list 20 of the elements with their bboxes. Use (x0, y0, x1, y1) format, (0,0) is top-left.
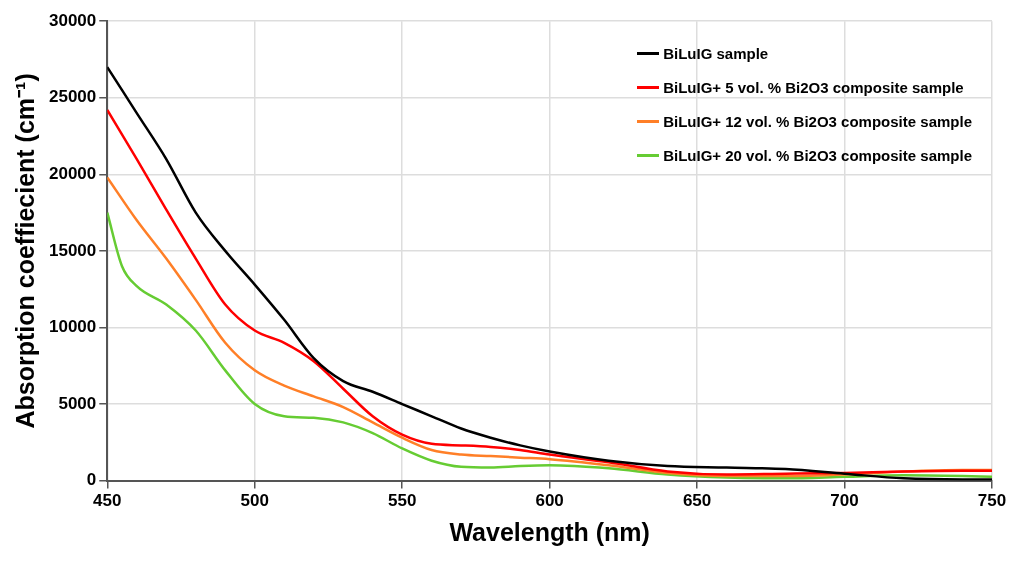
y-tick-label: 25000 (48, 87, 97, 107)
y-tick-label: 20000 (48, 164, 97, 184)
x-tick-label: 600 (535, 491, 564, 511)
legend-label: BiLuIG sample (663, 44, 769, 62)
y-tick-label: 10000 (48, 317, 97, 337)
y-tick-label: 15000 (48, 240, 97, 260)
legend-label: BiLuIG+ 20 vol. % Bi2O3 composite sample (663, 146, 972, 164)
x-tick-label: 550 (387, 491, 417, 511)
x-tick-label: 700 (830, 491, 859, 511)
y-tick-label: 0 (86, 470, 97, 490)
y-tick-label: 30000 (48, 10, 97, 30)
legend-label: BiLuIG+ 5 vol. % Bi2O3 composite sample (663, 78, 964, 96)
x-tick-label: 650 (682, 491, 712, 511)
x-tick-label: 450 (93, 491, 122, 511)
y-axis-title: Absorption coeffiecient (cm⁻¹) (10, 73, 39, 429)
x-axis-title: Wavelength (nm) (449, 517, 650, 546)
x-tick-label: 500 (240, 491, 269, 511)
y-tick-label: 5000 (58, 393, 97, 413)
legend-label: BiLuIG+ 12 vol. % Bi2O3 composite sample (663, 112, 972, 130)
x-tick-label: 750 (977, 491, 1007, 511)
